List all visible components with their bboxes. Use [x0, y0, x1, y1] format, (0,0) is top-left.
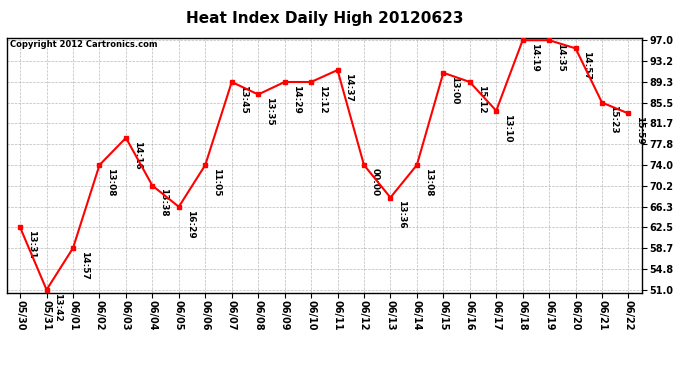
Text: 14:35: 14:35 — [556, 43, 565, 72]
Text: 13:42: 13:42 — [54, 292, 63, 321]
Text: 15:12: 15:12 — [477, 85, 486, 113]
Text: 13:10: 13:10 — [503, 114, 512, 142]
Text: 14:19: 14:19 — [530, 43, 539, 72]
Text: 15:59: 15:59 — [635, 116, 644, 145]
Text: 13:08: 13:08 — [106, 168, 115, 196]
Text: 13:35: 13:35 — [265, 97, 274, 126]
Text: 14:57: 14:57 — [582, 51, 591, 80]
Text: Heat Index Daily High 20120623: Heat Index Daily High 20120623 — [186, 11, 463, 26]
Text: 14:16: 14:16 — [133, 141, 142, 170]
Text: 13:45: 13:45 — [239, 85, 248, 114]
Text: Copyright 2012 Cartronics.com: Copyright 2012 Cartronics.com — [10, 40, 157, 49]
Text: 13:38: 13:38 — [159, 188, 168, 217]
Text: 15:23: 15:23 — [609, 105, 618, 134]
Text: 11:05: 11:05 — [213, 168, 221, 196]
Text: 14:29: 14:29 — [292, 85, 301, 114]
Text: 16:29: 16:29 — [186, 210, 195, 238]
Text: 13:00: 13:00 — [451, 75, 460, 104]
Text: 14:37: 14:37 — [344, 73, 353, 102]
Text: 12:12: 12:12 — [318, 85, 327, 113]
Text: 13:31: 13:31 — [27, 230, 36, 259]
Text: 00:00: 00:00 — [371, 168, 380, 196]
Text: 13:36: 13:36 — [397, 200, 406, 229]
Text: 13:08: 13:08 — [424, 168, 433, 196]
Text: 14:57: 14:57 — [80, 251, 89, 280]
